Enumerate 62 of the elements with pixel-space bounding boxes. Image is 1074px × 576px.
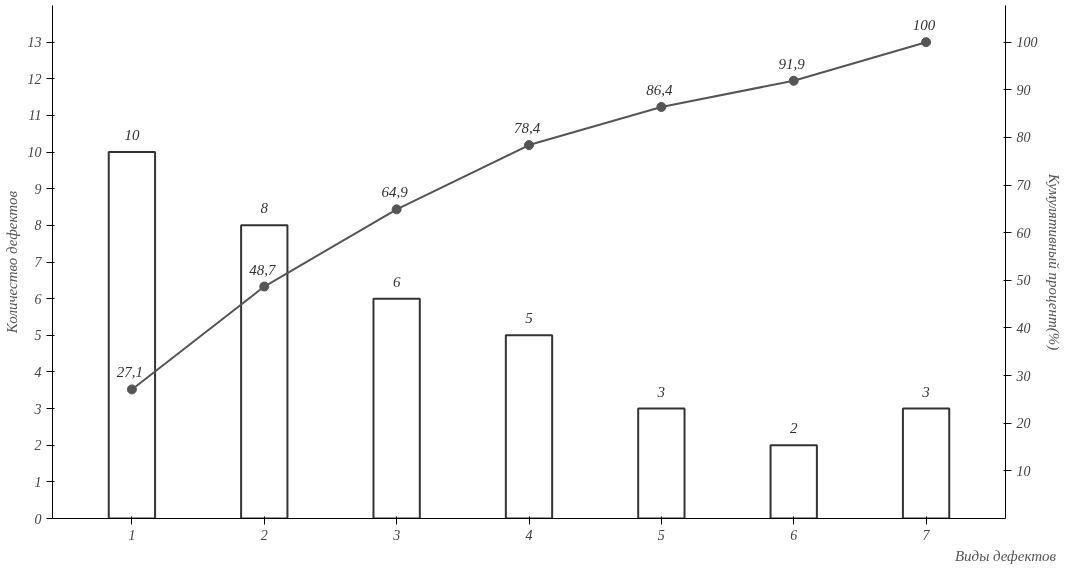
bar xyxy=(107,151,157,519)
data-label: 2 xyxy=(789,420,798,437)
bar xyxy=(504,334,554,519)
y-tick-label: 3 xyxy=(33,401,42,417)
y-tick-label: 10 xyxy=(27,145,42,161)
y-tick-label: 4 xyxy=(34,364,42,380)
y-tick-label: 11 xyxy=(28,108,42,124)
point xyxy=(259,281,270,292)
y2-tick-label: 10 xyxy=(1016,463,1031,479)
y-tick-label: 5 xyxy=(34,328,42,344)
x-tick-label: 4 xyxy=(525,527,533,543)
y-tick-label: 7 xyxy=(34,255,43,270)
bar xyxy=(372,297,421,519)
x-tick-label: 5 xyxy=(657,527,665,543)
data-label: 3 xyxy=(921,383,930,400)
y2-axis-title: Кумулятивный процент(%) xyxy=(1044,172,1062,351)
data-label: 10 xyxy=(124,127,140,144)
y2-tick-label: 70 xyxy=(1016,178,1031,194)
y-tick-label: 6 xyxy=(34,291,42,307)
x-tick-label: 3 xyxy=(392,527,401,543)
point xyxy=(126,384,137,395)
y-tick-label: 1 xyxy=(34,474,42,490)
data-label: 100 xyxy=(912,17,936,34)
y2-tick-label: 90 xyxy=(1016,82,1031,98)
x-axis-title: Виды дефектов xyxy=(954,547,1057,564)
x-tick-label: 6 xyxy=(790,527,798,543)
point xyxy=(524,140,534,151)
data-label: 5 xyxy=(525,310,534,327)
data-label: 6 xyxy=(392,273,401,290)
y-tick-label: 2 xyxy=(34,438,42,454)
bar xyxy=(901,407,951,519)
y-tick-label: 0 xyxy=(34,511,42,527)
data-label: 78,4 xyxy=(513,120,541,137)
data-label: 48,7 xyxy=(249,261,277,278)
x-tick-label: 7 xyxy=(922,527,931,543)
data-label: 86,4 xyxy=(646,81,673,98)
y2-tick-label: 20 xyxy=(1016,416,1031,432)
data-label: 8 xyxy=(260,200,269,217)
bar xyxy=(637,407,686,519)
x-tick-label: 2 xyxy=(260,527,268,543)
data-label: 3 xyxy=(656,383,666,400)
y-tick-label: 12 xyxy=(27,71,42,87)
y-axis-title: Количество дефектов xyxy=(3,190,20,335)
y2-tick-label: 40 xyxy=(1016,320,1031,336)
data-label: 91,9 xyxy=(778,55,806,72)
y-tick-label: 13 xyxy=(27,35,42,51)
data-label: 64,9 xyxy=(381,184,409,201)
point xyxy=(788,75,799,86)
y-tick-label: 8 xyxy=(34,218,42,234)
y2-tick-label: 60 xyxy=(1016,225,1031,241)
y2-tick-label: 30 xyxy=(1015,368,1031,384)
point xyxy=(921,37,932,48)
data-label: 27,1 xyxy=(116,364,144,381)
y2-tick-label: 100 xyxy=(1016,35,1038,51)
x-tick-label: 1 xyxy=(128,527,136,543)
y-tick-label: 9 xyxy=(34,181,42,197)
point xyxy=(391,204,402,215)
bar xyxy=(240,224,289,519)
point xyxy=(656,101,667,112)
y2-tick-label: 50 xyxy=(1016,273,1031,289)
y2-tick-label: 80 xyxy=(1016,130,1031,146)
bar xyxy=(769,444,818,519)
